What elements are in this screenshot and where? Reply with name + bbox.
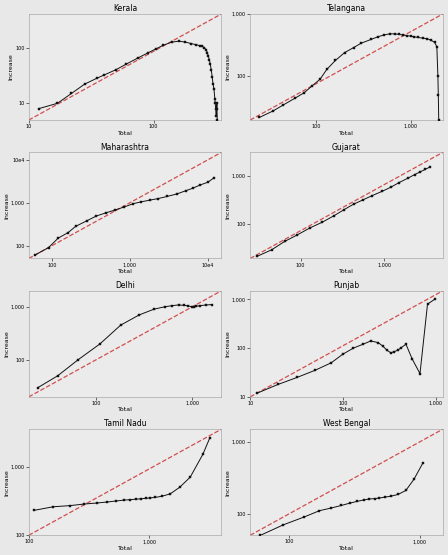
Y-axis label: Increase: Increase [4,469,9,496]
X-axis label: Total: Total [118,546,133,551]
Y-axis label: Increase: Increase [226,469,231,496]
X-axis label: Total: Total [118,269,133,274]
Title: Delhi: Delhi [115,281,135,290]
Y-axis label: Increase: Increase [4,330,9,357]
X-axis label: Total: Total [339,130,354,135]
Title: Kerala: Kerala [113,4,137,13]
Y-axis label: Increase: Increase [226,192,231,219]
Title: Telangana: Telangana [327,4,366,13]
Title: Maharashtra: Maharashtra [100,143,150,152]
X-axis label: Total: Total [118,130,133,135]
Y-axis label: Increase: Increase [226,54,231,80]
Title: Gujarat: Gujarat [332,143,361,152]
Title: Punjab: Punjab [333,281,360,290]
Y-axis label: Increase: Increase [9,54,14,80]
X-axis label: Total: Total [339,546,354,551]
Title: West Bengal: West Bengal [323,420,370,428]
X-axis label: Total: Total [118,407,133,412]
Title: Tamil Nadu: Tamil Nadu [104,420,146,428]
Y-axis label: Increase: Increase [226,330,231,357]
Y-axis label: Increase: Increase [4,192,9,219]
X-axis label: Total: Total [339,407,354,412]
X-axis label: Total: Total [339,269,354,274]
